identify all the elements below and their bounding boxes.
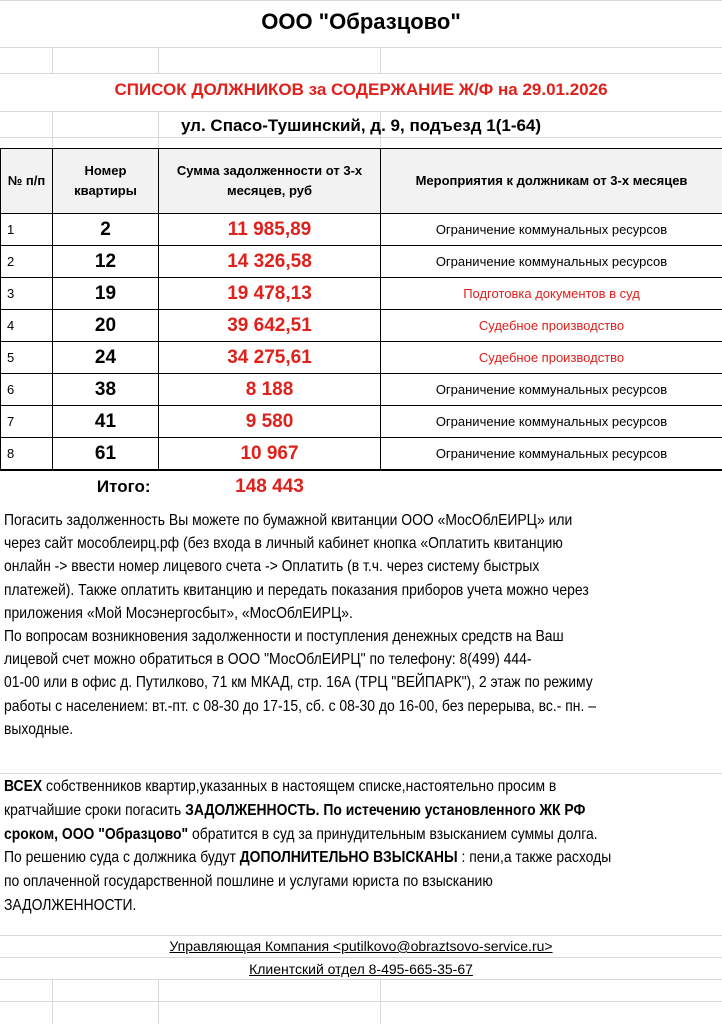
total-label: Итого: — [0, 469, 159, 502]
warning-segment: обратится в суд за принудительным взыска… — [188, 825, 598, 843]
apartment-number: 41 — [52, 405, 159, 438]
table-header-row: № п/п Номер квартиры Сумма задолженности… — [0, 148, 722, 214]
header-apartment: Номер квартиры — [52, 148, 159, 214]
row-number: 6 — [0, 373, 53, 406]
row-number: 5 — [0, 341, 53, 374]
warning-bold-segment: ЗАДОЛЖЕННОСТЬ. По истечению установленно… — [185, 801, 586, 819]
warning-bold-segment: ВСЕХ — [4, 778, 43, 795]
debt-sum: 39 642,51 — [158, 309, 381, 342]
debtor-action: Ограничение коммунальных ресурсов — [380, 373, 722, 406]
apartment-number: 12 — [52, 245, 159, 278]
warning-bold-segment: сроком, ООО "Образцово" — [4, 825, 189, 843]
debt-sum: 34 275,61 — [158, 341, 381, 374]
debt-sum: 14 326,58 — [158, 245, 381, 278]
warning-line: ЗАДОЛЖЕННОСТИ. — [4, 896, 136, 916]
table-row: 4 20 39 642,51 Судебное производство — [0, 309, 722, 342]
warning-segment: : пени,а также расходы — [457, 849, 612, 867]
debtor-action: Подготовка документов в суд — [380, 277, 722, 310]
payment-info-line: онлайн -> ввести номер лицевого счета ->… — [4, 558, 540, 576]
footer-company-email[interactable]: Управляющая Компания <putilkovo@obraztso… — [169, 938, 553, 954]
warning-line: сроком, ООО "Образцово" обратится в суд … — [4, 825, 598, 845]
apartment-number: 20 — [52, 309, 159, 342]
warning-segment: по оплаченной государственной пошлине и … — [4, 873, 493, 891]
payment-info-line: выходные. — [4, 720, 74, 738]
row-number: 8 — [0, 437, 53, 471]
payment-info-line: работы с населением: вт.-пт. с 08-30 до … — [4, 697, 596, 715]
debt-sum: 10 967 — [158, 437, 381, 471]
table-row: 8 61 10 967 Ограничение коммунальных ресурс… — [0, 437, 722, 471]
debtor-action: Судебное производство — [380, 309, 722, 342]
debt-sum: 19 478,13 — [158, 277, 381, 310]
warning-bold-segment: ДОПОЛНИТЕЛЬНО ВЗЫСКАНЫ — [239, 849, 458, 867]
warning-line: по оплаченной государственной пошлине и … — [4, 872, 493, 892]
debtor-action: Ограничение коммунальных ресурсов — [380, 213, 722, 246]
table-row: 5 24 34 275,61 Судебное производство — [0, 341, 722, 374]
debt-sum: 8 188 — [158, 373, 381, 406]
warning-line: ВСЕХ собственников квартир,указанных в н… — [4, 777, 556, 797]
row-number: 7 — [0, 405, 53, 438]
row-number: 4 — [0, 309, 53, 342]
debt-sum: 9 580 — [158, 405, 381, 438]
footer-client-dept: Клиентский отдел 8-495-665-35-67 — [249, 961, 473, 977]
warning-line: По решению суда с должника будут ДОПОЛНИ… — [4, 848, 611, 868]
header-debt-sum: Сумма задолженности от 3-х месяцев, руб — [158, 148, 381, 214]
apartment-number: 24 — [52, 341, 159, 374]
table-row: 6 38 8 188 Ограничение коммунальных ресурсо… — [0, 373, 722, 406]
apartment-number: 2 — [52, 213, 159, 246]
total-value: 148 443 — [158, 469, 381, 502]
warning-segment: По решению суда с должника будут — [4, 849, 240, 867]
total-row: Итого: 148 443 — [0, 469, 722, 502]
header-number: № п/п — [0, 148, 53, 214]
debtor-action: Ограничение коммунальных ресурсов — [380, 245, 722, 278]
header-actions: Мероприятия к должникам от 3-х месяцев — [380, 148, 722, 214]
warning-segment: собственников квартир,указанных в настоя… — [42, 778, 557, 795]
payment-info-line: платежей). Также оплатить квитанцию и пе… — [4, 581, 589, 599]
table-row: 3 19 19 478,13 Подготовка документов в суд — [0, 277, 722, 310]
apartment-number: 19 — [52, 277, 159, 310]
apartment-number: 61 — [52, 437, 159, 471]
row-number: 3 — [0, 277, 53, 310]
debtor-action: Судебное производство — [380, 341, 722, 374]
payment-info-line: через сайт мособлеирц.рф (без входа в ли… — [4, 535, 563, 553]
row-number: 1 — [0, 213, 53, 246]
address: ул. Спасо-Тушинский, д. 9, подъезд 1(1-6… — [180, 116, 542, 135]
debtor-action: Ограничение коммунальных ресурсов — [380, 405, 722, 438]
list-title: СПИСОК ДОЛЖНИКОВ за СОДЕРЖАНИЕ Ж/Ф на 29… — [114, 80, 608, 99]
warning-segment: кратчайшие сроки погасить — [4, 801, 186, 819]
payment-info-line: Погасить задолженность Вы можете по бума… — [4, 512, 573, 529]
debtor-action: Ограничение коммунальных ресурсов — [380, 437, 722, 471]
company-title: ООО "Образцово" — [261, 9, 461, 34]
payment-info-line: По вопросам возникновения задолженности … — [4, 628, 564, 645]
table-row: 2 12 14 326,58 Ограничение коммунальных рес… — [0, 245, 722, 278]
table-row: 7 41 9 580 Ограничение коммунальных ресурсо… — [0, 405, 722, 438]
warning-line: кратчайшие сроки погасить ЗАДОЛЖЕННОСТЬ.… — [4, 801, 585, 821]
warning-segment: ЗАДОЛЖЕННОСТИ. — [4, 897, 137, 914]
table-row: 1 2 11 985,89 Ограничение коммунальных ресу… — [0, 213, 722, 246]
payment-info-line: приложения «Мой Мосэнергосбыт», «МосОблЕ… — [4, 604, 353, 622]
row-number: 2 — [0, 245, 53, 278]
payment-info-line: 01-00 или в офис д. Путилково, 71 км МКА… — [4, 674, 593, 692]
debt-sum: 11 985,89 — [158, 213, 381, 246]
payment-info-line: лицевой счет можно обратиться в ООО "Мос… — [4, 651, 532, 669]
apartment-number: 38 — [52, 373, 159, 406]
debtors-table: № п/п Номер квартиры Сумма задолженности… — [0, 148, 722, 502]
